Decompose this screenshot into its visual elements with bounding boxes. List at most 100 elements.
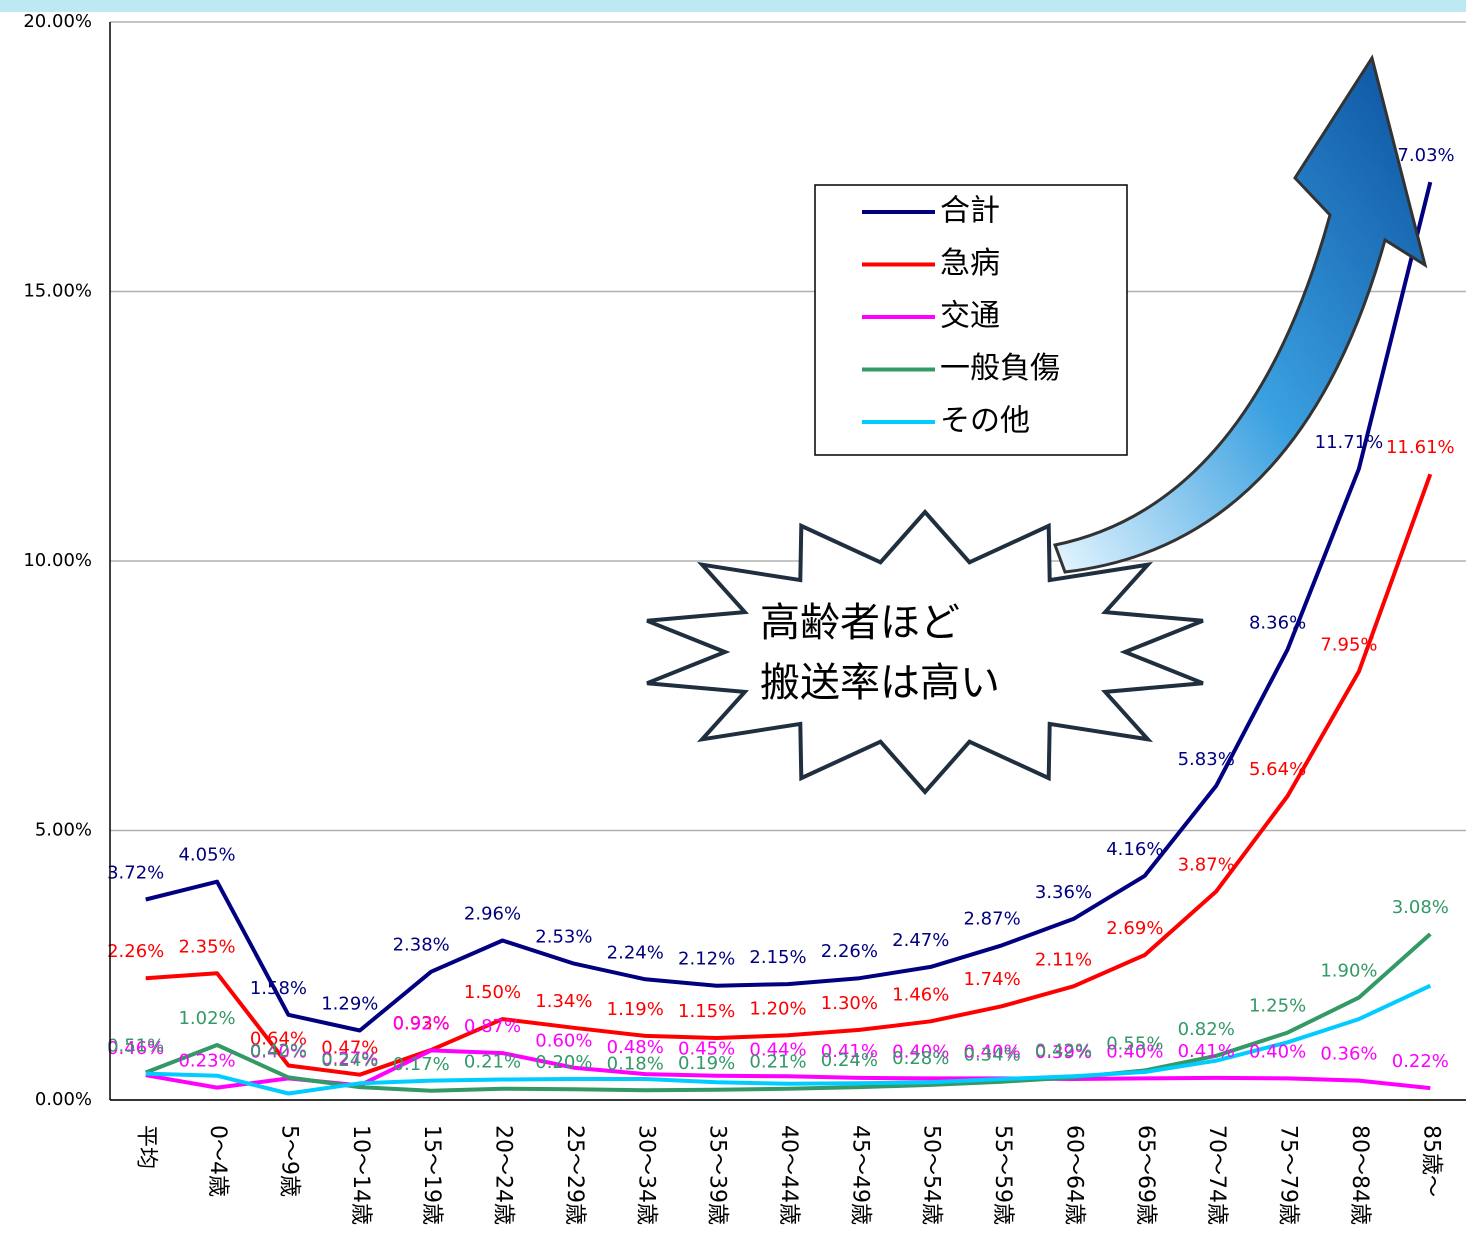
value-label: 1.20% [749, 998, 806, 1019]
value-label: 2.24% [607, 942, 664, 963]
value-label: 1.25% [1249, 996, 1306, 1017]
value-label: 0.34% [964, 1045, 1021, 1066]
value-label: 0.21% [749, 1052, 806, 1073]
value-label: 0.64% [250, 1029, 307, 1050]
value-label: 1.90% [1320, 961, 1377, 982]
value-label: 1.30% [821, 993, 878, 1014]
x-tick-label: 10～14歳 [348, 1125, 373, 1225]
value-label: 0.19% [678, 1053, 735, 1074]
value-label: 2.26% [107, 941, 164, 962]
x-tick-label: 65～69歳 [1133, 1125, 1158, 1225]
value-label: 0.24% [821, 1050, 878, 1071]
value-label: 2.11% [1035, 949, 1092, 970]
arrow [1052, 54, 1428, 574]
legend-label: 合計 [940, 194, 1000, 229]
x-tick-label: 50～54歳 [919, 1125, 944, 1225]
x-tick-label: 80～84歳 [1347, 1125, 1372, 1225]
value-label: 4.05% [178, 845, 235, 866]
value-label: 0.87% [464, 1016, 521, 1037]
value-label: 2.15% [749, 947, 806, 968]
grid: 0.00% 5.00% 10.00% 15.00% 20.00% 平均 0～4歳 5～9歳 10… [23, 11, 1466, 1225]
value-label: 2.53% [535, 927, 592, 948]
value-label: 0.40% [250, 1041, 307, 1062]
value-label: 1.46% [892, 984, 949, 1005]
value-label: 8.36% [1249, 612, 1306, 633]
annotation: 搬送率は高い [760, 660, 1000, 706]
value-label: 2.26% [821, 941, 878, 962]
value-label: 1.29% [321, 993, 378, 1014]
value-label: 2.69% [1106, 918, 1163, 939]
value-label: 2.96% [464, 903, 521, 924]
value-label: 1.50% [464, 982, 521, 1003]
value-label: 3.08% [1392, 897, 1449, 918]
annotation: 高齢者ほど [760, 600, 960, 646]
value-label: 3.87% [1178, 854, 1235, 875]
value-label: 2.38% [393, 935, 450, 956]
value-label: 0.47% [321, 1038, 378, 1059]
value-label: 1.02% [178, 1008, 235, 1029]
legend-label: 一般負傷 [940, 351, 1060, 386]
value-label: 0.46% [107, 1038, 164, 1059]
value-label: 0.40% [964, 1041, 1021, 1062]
starburst [646, 508, 1204, 796]
x-tick-label: 20～24歳 [491, 1125, 516, 1225]
x-tick-label: 85歳～ [1418, 1125, 1443, 1197]
series-line [144, 932, 1432, 1093]
x-tick-label: 70～74歳 [1204, 1125, 1229, 1225]
value-label: 0.17% [393, 1054, 450, 1075]
series-line [145, 181, 1433, 1033]
value-label: 3.36% [1035, 882, 1092, 903]
value-label: 0.60% [535, 1031, 592, 1052]
value-label: 0.40% [1249, 1041, 1306, 1062]
value-label: 0.41% [1178, 1041, 1235, 1062]
value-label: 0.22% [1392, 1051, 1449, 1072]
legend-label: その他 [940, 404, 1030, 439]
value-label: 0.40% [1106, 1041, 1163, 1062]
x-tick-label: 25～29歳 [562, 1125, 587, 1225]
value-label: 5.83% [1178, 749, 1235, 770]
value-label: 2.47% [892, 930, 949, 951]
value-label: 0.27% [321, 1048, 378, 1069]
x-tick-label: 55～59歳 [990, 1125, 1015, 1225]
x-tick-label: 40～44歳 [776, 1125, 801, 1225]
x-tick-label: 45～49歳 [847, 1125, 872, 1225]
value-label: 2.87% [964, 908, 1021, 929]
x-tick-label: 15～19歳 [419, 1125, 444, 1225]
value-label: 0.23% [178, 1051, 235, 1072]
value-label: 1.74% [964, 969, 1021, 990]
x-tick-label: 30～34歳 [633, 1125, 658, 1225]
value-label: 0.55% [1106, 1033, 1163, 1054]
value-label: 1.15% [678, 1001, 735, 1022]
x-tick-label: 5～9歳 [276, 1125, 301, 1197]
value-label: 0.36% [1320, 1044, 1377, 1065]
value-label: 1.58% [250, 978, 307, 999]
value-label: 0.41% [821, 1041, 878, 1062]
value-label: 0.20% [535, 1052, 592, 1073]
x-tick-label: 35～39歳 [705, 1125, 730, 1225]
value-label: 0.24% [321, 1050, 378, 1071]
value-label: 2.35% [178, 936, 235, 957]
y-tick-label: 5.00% [35, 820, 92, 841]
legend-label: 交通 [940, 299, 1000, 334]
value-label: 11.61% [1386, 437, 1455, 458]
value-label: 0.82% [1178, 1019, 1235, 1040]
value-label: 0.42% [1035, 1040, 1092, 1061]
value-label: 0.39% [1035, 1042, 1092, 1063]
legend-label: 急病 [940, 246, 1000, 281]
value-label: 11.71% [1315, 432, 1384, 453]
value-label: 17.03% [1386, 145, 1455, 166]
value-label: 0.40% [892, 1041, 949, 1062]
x-tick-label: 75～79歳 [1276, 1125, 1301, 1225]
value-label: 1.34% [535, 991, 592, 1012]
y-tick-label: 20.00% [23, 11, 92, 32]
y-tick-label: 15.00% [23, 281, 92, 302]
value-label: 0.93% [393, 1013, 450, 1034]
value-label: 0.48% [607, 1037, 664, 1058]
value-label: 2.12% [678, 949, 735, 970]
value-label: 1.19% [607, 999, 664, 1020]
series-line [145, 473, 1433, 1077]
value-label: 4.16% [1106, 839, 1163, 860]
x-tick-label: 60～64歳 [1061, 1125, 1086, 1225]
